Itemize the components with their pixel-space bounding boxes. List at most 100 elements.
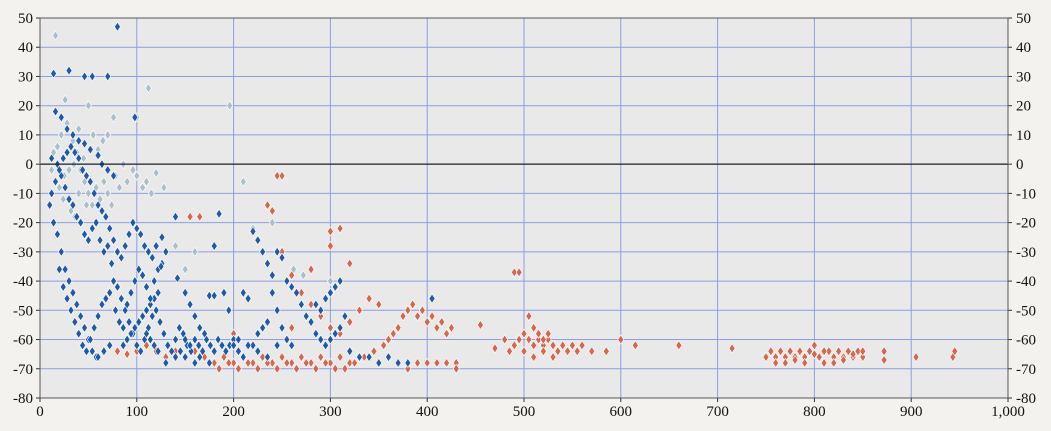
data-point-red — [578, 340, 586, 351]
y-tick-label-right: -50 — [1016, 303, 1036, 319]
data-point-blue — [214, 334, 222, 345]
data-point-blue — [55, 164, 63, 176]
data-point-red — [244, 357, 252, 368]
data-point-blue — [145, 246, 152, 257]
data-point-red — [259, 352, 267, 363]
x-tick-label: 700 — [706, 404, 729, 420]
data-point-red — [186, 211, 194, 222]
data-point-light — [133, 170, 141, 181]
data-point-blue — [154, 287, 162, 298]
data-point-light — [226, 100, 234, 111]
data-point-blue — [394, 357, 402, 368]
data-point-blue — [268, 287, 276, 298]
y-tick-label: 50 — [18, 11, 33, 27]
x-tick-label: 900 — [900, 404, 923, 420]
data-point-blue — [65, 276, 73, 287]
data-point-blue — [129, 217, 137, 228]
data-point-red — [549, 352, 557, 363]
data-point-red — [196, 211, 204, 222]
y-tick-label-right: -30 — [1016, 245, 1036, 261]
data-point-blue — [81, 322, 88, 333]
data-point-light — [88, 200, 96, 211]
data-point-blue — [143, 305, 150, 316]
data-point-blue — [71, 147, 79, 158]
data-point-red — [365, 293, 373, 304]
data-point-blue — [106, 340, 114, 351]
data-point-blue — [278, 322, 286, 333]
data-point-red — [786, 346, 794, 357]
y-tick-label-right: -20 — [1016, 216, 1036, 232]
data-point-light — [147, 188, 155, 199]
data-point-red — [544, 334, 552, 345]
data-point-blue — [100, 246, 108, 257]
data-point-blue — [249, 226, 257, 237]
data-point-blue — [239, 352, 247, 363]
data-point-blue — [156, 316, 164, 328]
data-point-blue — [61, 182, 69, 193]
data-point-red — [806, 346, 813, 357]
data-point-red — [273, 170, 281, 181]
data-point-blue — [254, 346, 262, 357]
data-point-blue — [244, 340, 252, 351]
data-point-blue — [162, 246, 170, 257]
data-point-blue — [110, 276, 117, 287]
data-point-red — [544, 328, 552, 339]
data-point-red — [375, 299, 383, 310]
x-tick-label: 0 — [36, 404, 44, 420]
data-point-red — [510, 267, 518, 278]
data-point-red — [399, 311, 407, 322]
data-point-blue — [218, 340, 226, 351]
data-point-blue — [69, 287, 77, 298]
data-point-blue — [259, 246, 267, 257]
data-point-blue — [63, 124, 71, 135]
data-point-light — [65, 164, 73, 176]
data-point-light — [123, 176, 131, 187]
data-point-blue — [168, 346, 176, 357]
data-point-red — [510, 340, 518, 351]
data-point-red — [840, 354, 847, 366]
data-point-red — [293, 363, 300, 374]
data-point-red — [559, 340, 567, 351]
data-point-red — [215, 363, 223, 374]
data-point-red — [520, 328, 528, 339]
data-point-light — [268, 217, 276, 228]
data-point-blue — [148, 311, 156, 322]
data-point-red — [254, 363, 262, 374]
data-point-blue — [52, 106, 59, 117]
data-point-blue — [191, 357, 199, 368]
data-point-blue — [106, 223, 114, 234]
data-point-red — [123, 349, 131, 360]
y-tick-label: 40 — [18, 40, 33, 56]
data-point-light — [172, 240, 179, 252]
data-point-blue — [273, 305, 281, 316]
data-point-blue — [79, 164, 86, 176]
data-point-red — [297, 287, 305, 298]
data-point-red — [404, 363, 412, 374]
data-point-light — [80, 153, 87, 164]
data-point-red — [438, 316, 446, 328]
data-point-red — [336, 223, 344, 234]
data-point-blue — [61, 264, 69, 275]
data-point-blue — [207, 340, 214, 351]
data-point-red — [820, 346, 828, 357]
data-point-light — [116, 182, 123, 193]
data-point-blue — [57, 112, 65, 123]
data-point-blue — [283, 334, 291, 345]
data-point-blue — [106, 287, 114, 298]
data-point-red — [336, 328, 344, 339]
data-point-blue — [215, 208, 223, 219]
data-point-light — [191, 246, 199, 257]
data-point-red — [530, 322, 538, 333]
data-point-blue — [210, 290, 218, 301]
data-point-red — [268, 357, 276, 368]
x-tick-label: 1,000 — [991, 404, 1025, 420]
data-point-red — [273, 363, 281, 374]
data-point-blue — [273, 340, 281, 351]
data-point-light — [75, 124, 83, 135]
data-point-blue — [88, 223, 96, 234]
data-point-blue — [404, 357, 412, 368]
data-point-blue — [239, 287, 247, 298]
data-point-blue — [94, 150, 102, 161]
data-point-blue — [69, 200, 77, 211]
